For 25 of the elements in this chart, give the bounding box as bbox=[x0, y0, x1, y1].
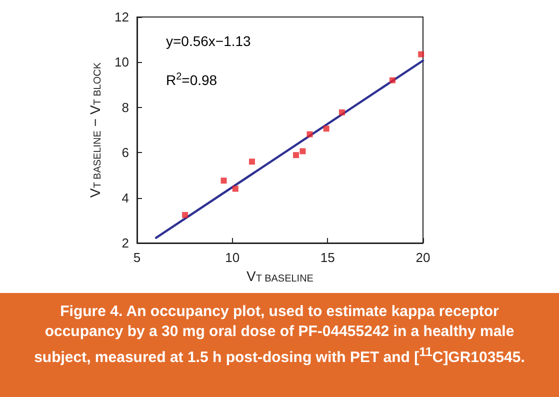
point bbox=[248, 158, 255, 165]
point bbox=[389, 77, 396, 84]
x-tick-label: 15 bbox=[320, 250, 335, 265]
point bbox=[293, 152, 300, 158]
y-axis-title: VT BASELINE − VT BLOCK bbox=[87, 62, 104, 198]
annotation: y=0.56x−1.13 bbox=[166, 33, 252, 49]
point bbox=[182, 212, 188, 218]
point bbox=[338, 109, 345, 116]
y-tick-label: 12 bbox=[114, 10, 129, 24]
y-tick-label: 2 bbox=[122, 236, 129, 250]
point bbox=[300, 148, 306, 154]
x-tick-label: 5 bbox=[133, 250, 141, 265]
x-axis-title: VT BASELINE bbox=[246, 268, 314, 284]
caption: Figure 4. An occupancy plot, used to estimate kappa receptor occupancy by a 30 mg oral dose of PF-04455242 in a healthy male subject, measured at 1.5 h post-dosing with PET and [$^{11}$C]GR103545. bbox=[0, 293, 559, 397]
x-tick-label: 10 bbox=[225, 250, 240, 265]
y-tick-label: 8 bbox=[122, 100, 129, 115]
point bbox=[323, 126, 330, 132]
point bbox=[220, 178, 227, 184]
point bbox=[232, 186, 238, 192]
y-tick-label: 4 bbox=[122, 190, 129, 206]
y-tick-label: 10 bbox=[114, 54, 129, 70]
y-tick-label: 6 bbox=[122, 145, 129, 160]
point bbox=[418, 51, 424, 58]
x-tick-label: 20 bbox=[416, 250, 430, 265]
point bbox=[306, 131, 313, 138]
